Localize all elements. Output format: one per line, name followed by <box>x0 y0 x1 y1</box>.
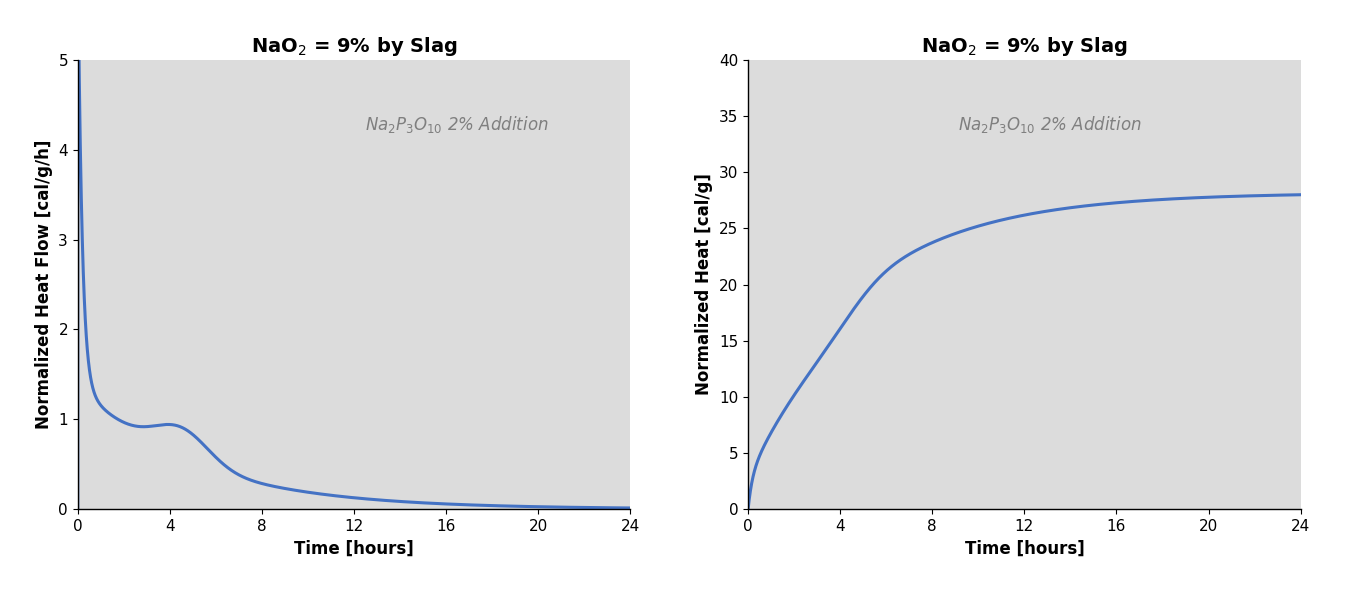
Y-axis label: Normalized Heat [cal/g]: Normalized Heat [cal/g] <box>695 173 713 395</box>
X-axis label: Time [hours]: Time [hours] <box>295 539 414 557</box>
Title: NaO$_2$ = 9% by Slag: NaO$_2$ = 9% by Slag <box>921 35 1128 58</box>
Text: $Na_2P_3O_{10}$ 2% Addition: $Na_2P_3O_{10}$ 2% Addition <box>958 114 1142 135</box>
Y-axis label: Normalized Heat Flow [cal/g/h]: Normalized Heat Flow [cal/g/h] <box>35 140 52 429</box>
Title: NaO$_2$ = 9% by Slag: NaO$_2$ = 9% by Slag <box>250 35 457 58</box>
Text: $Na_2P_3O_{10}$ 2% Addition: $Na_2P_3O_{10}$ 2% Addition <box>364 114 549 135</box>
X-axis label: Time [hours]: Time [hours] <box>964 539 1084 557</box>
